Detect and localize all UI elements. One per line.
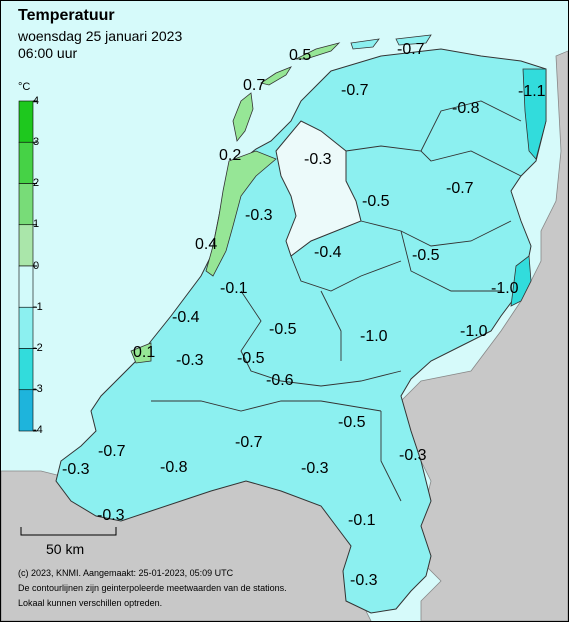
value-label: -0.4 xyxy=(314,244,342,261)
value-label: -0.3 xyxy=(97,507,125,524)
value-label: -1.0 xyxy=(360,328,388,345)
cold-patch-east xyxy=(510,255,532,307)
value-label: 0.2 xyxy=(219,147,241,164)
value-label: -0.1 xyxy=(348,512,376,529)
legend-tick: -2 xyxy=(33,342,43,354)
island-vlieland xyxy=(260,66,292,86)
netherlands-land xyxy=(55,48,547,614)
value-label: -1.0 xyxy=(460,323,488,340)
legend-tick: 4 xyxy=(33,95,40,107)
map-date: woensdag 25 januari 2023 xyxy=(18,28,183,44)
legend-tick: 2 xyxy=(33,177,40,189)
scale-bar xyxy=(20,527,117,536)
value-label: 0.1 xyxy=(133,344,155,361)
legend-tick: -4 xyxy=(33,424,43,436)
legend-band xyxy=(18,224,34,267)
value-label: 0.4 xyxy=(195,236,217,253)
legend-band xyxy=(18,100,34,143)
value-label: -0.7 xyxy=(98,443,126,460)
island-ameland xyxy=(350,38,380,50)
mild-patch-west xyxy=(130,342,152,364)
scale-bar-label: 50 km xyxy=(46,541,85,557)
value-label: -0.3 xyxy=(301,460,329,477)
value-label: -0.5 xyxy=(269,321,297,338)
value-label: -0.3 xyxy=(245,207,273,224)
value-label: -0.6 xyxy=(266,372,294,389)
value-label: -0.8 xyxy=(452,100,480,117)
island-schiermonnikoog xyxy=(395,34,432,46)
value-label: -0.5 xyxy=(338,414,366,431)
value-label: -0.7 xyxy=(397,41,425,58)
legend-band xyxy=(18,265,34,308)
island-terschelling xyxy=(295,42,341,60)
value-label: -0.3 xyxy=(350,572,378,589)
value-label: -0.7 xyxy=(341,82,369,99)
map-time: 06:00 uur xyxy=(18,45,78,61)
value-label: -0.7 xyxy=(235,434,263,451)
legend-band xyxy=(18,141,34,184)
legend-unit: °C xyxy=(18,81,31,93)
value-labels: 0.5 -0.7 0.7 -0.7 -1.1 -0.8 0.2 -0.3 -0.… xyxy=(62,41,546,589)
legend-band xyxy=(18,306,34,349)
map-title: Temperatuur xyxy=(18,7,115,24)
credit-line: Lokaal kunnen verschillen optreden. xyxy=(18,598,163,608)
mild-coast-strip xyxy=(205,150,277,277)
legend-tick: -1 xyxy=(33,301,43,313)
value-label: -1.0 xyxy=(491,280,519,297)
value-label: -0.3 xyxy=(304,151,332,168)
value-label: -0.5 xyxy=(412,247,440,264)
legend-band xyxy=(18,183,34,226)
value-label: -0.7 xyxy=(446,180,474,197)
legend-color-bar xyxy=(18,100,37,432)
value-label: -0.3 xyxy=(399,447,427,464)
value-label: 0.5 xyxy=(289,47,311,64)
value-label: -0.1 xyxy=(220,280,248,297)
legend-band xyxy=(18,389,34,432)
legend-band xyxy=(18,348,34,391)
lake-ijsselmeer xyxy=(275,120,362,257)
value-label: -0.3 xyxy=(62,461,90,478)
legend-tick: 0 xyxy=(33,260,40,272)
value-label: -0.4 xyxy=(172,309,200,326)
legend-tick: -3 xyxy=(33,383,43,395)
value-label: -0.5 xyxy=(362,193,390,210)
legend-tick: 3 xyxy=(33,136,40,148)
credit-line: De contourlijnen zijn geinterpoleerde me… xyxy=(18,583,287,593)
value-label: -0.3 xyxy=(176,352,204,369)
cold-patch-north-east xyxy=(522,68,547,160)
credit-line: (c) 2023, KNMI. Aangemaakt: 25-01-2023, … xyxy=(18,568,234,578)
value-label: -0.5 xyxy=(237,350,265,367)
value-label: -0.8 xyxy=(160,459,188,476)
province-borders xyxy=(151,100,522,502)
island-texel xyxy=(232,92,254,142)
legend-tick: 1 xyxy=(33,218,40,230)
value-label: -1.1 xyxy=(518,83,546,100)
value-label: 0.7 xyxy=(243,77,265,94)
